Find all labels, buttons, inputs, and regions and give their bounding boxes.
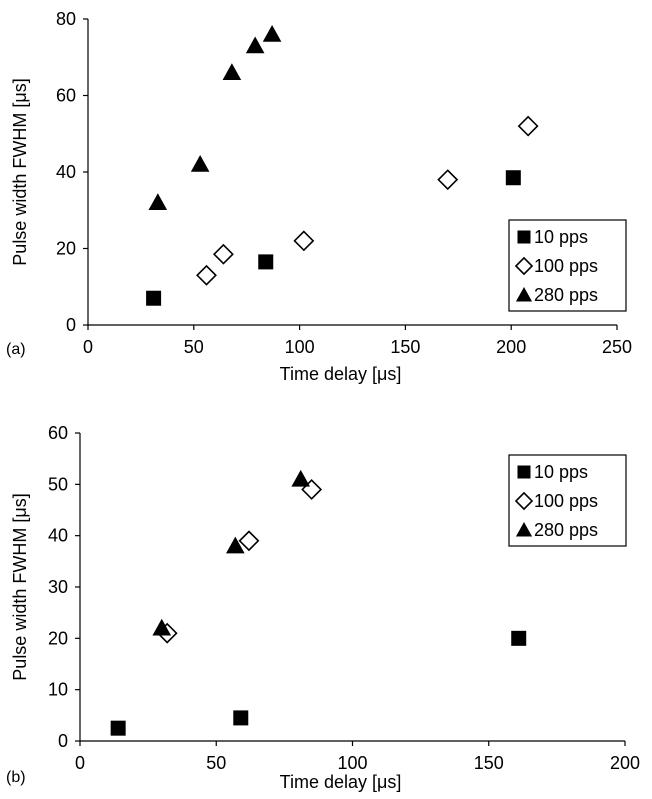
data-point-square bbox=[505, 170, 521, 186]
x-tick-label: 100 bbox=[285, 337, 315, 357]
x-tick-label: 250 bbox=[602, 337, 632, 357]
legend: 10 pps 100 pps 280 pps bbox=[508, 454, 627, 547]
data-point-triangle bbox=[245, 36, 265, 54]
panel-label: (b) bbox=[6, 769, 26, 786]
legend-marker-square bbox=[517, 230, 531, 244]
legend-marker-triangle bbox=[515, 286, 533, 302]
x-tick-label: 100 bbox=[337, 753, 367, 773]
y-tick-label: 40 bbox=[56, 162, 76, 182]
x-tick-label: 50 bbox=[206, 753, 226, 773]
data-point-diamond bbox=[437, 169, 459, 191]
legend-marker-diamond bbox=[514, 491, 534, 511]
data-point-diamond bbox=[196, 264, 217, 286]
data-point-diamond bbox=[293, 230, 315, 252]
data-point-diamond bbox=[517, 115, 539, 137]
data-point-square bbox=[146, 290, 162, 306]
data-point-triangle bbox=[148, 193, 168, 211]
y-tick-label: 60 bbox=[56, 86, 76, 106]
x-tick-label: 150 bbox=[390, 337, 420, 357]
x-tick-label: 150 bbox=[474, 753, 504, 773]
data-point-triangle bbox=[152, 618, 172, 636]
data-point-triangle bbox=[222, 63, 242, 80]
y-axis-title: Pulse width FWHM [μs] bbox=[10, 78, 30, 265]
chart-panel-a: 0 50 100 150 200 250 0 20 40 60 80 Time delay [μs] P… bbox=[6, 9, 632, 384]
x-axis-title: Time delay [μs] bbox=[280, 364, 402, 384]
legend-label: 10 pps bbox=[534, 462, 588, 482]
x-tick-label: 200 bbox=[496, 337, 526, 357]
data-point-square bbox=[233, 710, 249, 726]
legend-marker-triangle bbox=[515, 521, 533, 537]
y-tick-label: 80 bbox=[56, 9, 76, 29]
panel-label: (a) bbox=[6, 341, 26, 358]
legend-label: 280 pps bbox=[534, 285, 598, 305]
y-tick-label: 60 bbox=[48, 423, 68, 443]
legend-marker-diamond bbox=[514, 256, 534, 276]
chart-panel-b: 0 50 100 150 200 0 10 20 30 40 50 60 Time delay [μs]… bbox=[6, 423, 640, 792]
data-point-square bbox=[110, 720, 126, 736]
y-tick-label: 50 bbox=[48, 474, 68, 494]
y-tick-label: 10 bbox=[48, 680, 68, 700]
x-tick-label: 200 bbox=[610, 753, 640, 773]
y-axis-title: Pulse width FWHM [μs] bbox=[10, 493, 30, 680]
data-point-triangle bbox=[291, 469, 311, 487]
y-tick-label: 0 bbox=[58, 731, 68, 751]
legend: 10 pps 100 pps 280 pps bbox=[508, 219, 627, 312]
x-axis-title: Time delay [μs] bbox=[280, 772, 402, 792]
data-point-triangle bbox=[190, 155, 210, 172]
data-point-triangle bbox=[226, 536, 245, 554]
x-tick-label: 0 bbox=[83, 337, 93, 357]
y-tick-label: 30 bbox=[48, 577, 68, 597]
y-tick-label: 20 bbox=[56, 239, 76, 259]
data-point-square bbox=[511, 630, 527, 646]
legend-label: 100 pps bbox=[534, 256, 598, 276]
x-tick-label: 50 bbox=[184, 337, 204, 357]
data-point-triangle bbox=[262, 25, 282, 42]
data-point-square bbox=[258, 254, 274, 270]
y-tick-label: 40 bbox=[48, 526, 68, 546]
legend-label: 100 pps bbox=[534, 491, 598, 511]
y-tick-label: 20 bbox=[48, 628, 68, 648]
y-tick-label: 0 bbox=[66, 315, 76, 335]
data-point-diamond bbox=[212, 243, 234, 265]
legend-label: 280 pps bbox=[534, 520, 598, 540]
legend-marker-square bbox=[517, 465, 531, 479]
data-point-diamond bbox=[238, 530, 260, 552]
x-tick-label: 0 bbox=[75, 753, 85, 773]
legend-label: 10 pps bbox=[534, 227, 588, 247]
